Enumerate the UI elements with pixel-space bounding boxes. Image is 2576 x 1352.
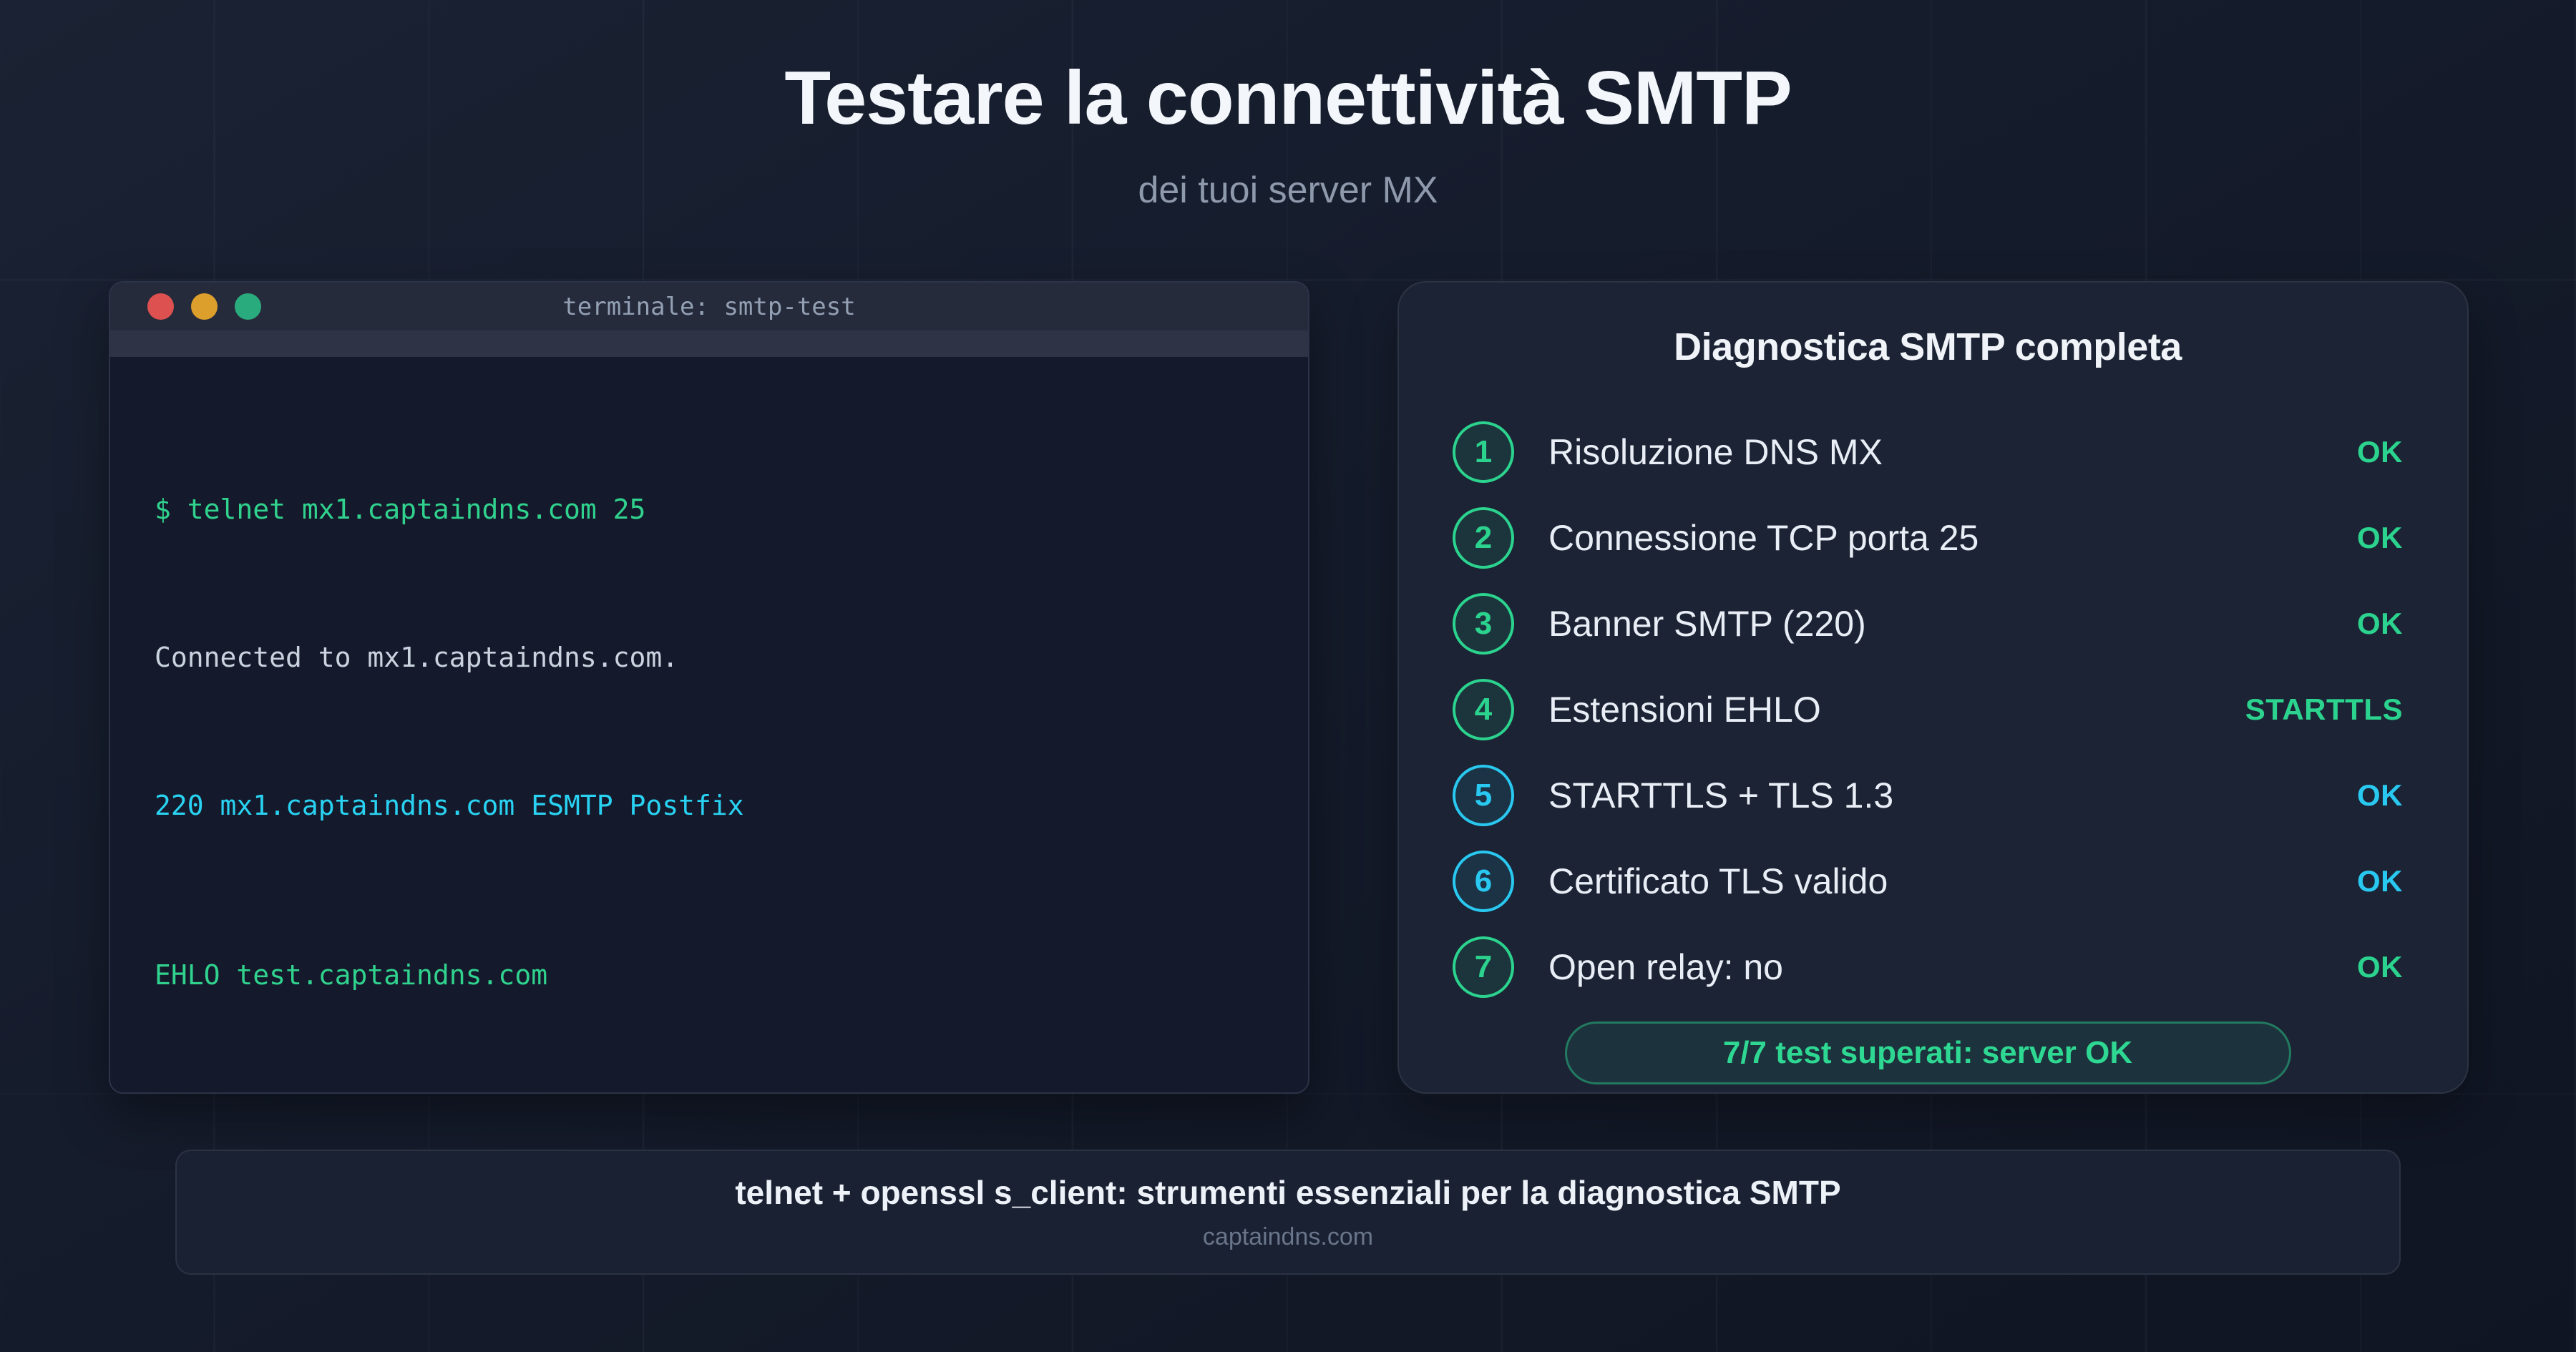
status-badge: OK — [2357, 950, 2403, 984]
window-controls — [147, 293, 261, 320]
maximize-button[interactable] — [235, 293, 261, 320]
diagnostic-row: 4 Estensioni EHLO STARTTLS — [1453, 667, 2403, 753]
diagnostic-row: 1 Risoluzione DNS MX OK — [1453, 409, 2403, 495]
diagnostic-row: 7 Open relay: no OK — [1453, 924, 2403, 1010]
step-number-badge: 2 — [1453, 507, 1514, 569]
diagnostic-label: Connessione TCP porta 25 — [1548, 518, 1979, 558]
diagnostic-row: 2 Connessione TCP porta 25 OK — [1453, 495, 2403, 581]
status-badge: STARTTLS — [2245, 692, 2403, 726]
diagnostics-card: Diagnostica SMTP completa 1 Risoluzione … — [1397, 281, 2469, 1094]
page-title: Testare la connettività SMTP — [784, 56, 1792, 140]
step-number-badge: 5 — [1453, 765, 1514, 826]
terminal-line: EHLO test.captaindns.com — [155, 959, 548, 991]
page-subtitle: dei tuoi server MX — [1138, 170, 1438, 211]
terminal-window: terminale: smtp-test $ telnet mx1.captai… — [109, 281, 1309, 1094]
minimize-button[interactable] — [191, 293, 218, 320]
diagnostic-label: Risoluzione DNS MX — [1548, 432, 1883, 472]
close-button[interactable] — [147, 293, 174, 320]
status-badge: OK — [2357, 607, 2403, 640]
footer-card: telnet + openssl s_client: strumenti ess… — [175, 1150, 2401, 1275]
status-badge: OK — [2357, 435, 2403, 469]
footer-source: captaindns.com — [1202, 1223, 1374, 1250]
terminal-titlebar: terminale: smtp-test — [110, 283, 1308, 330]
status-badge: OK — [2357, 864, 2403, 898]
terminal-line: Connected to mx1.captaindns.com. — [155, 642, 679, 673]
step-number-badge: 4 — [1453, 679, 1514, 740]
diagnostics-title: Diagnostica SMTP completa — [1674, 325, 2182, 368]
diagnostic-row: 5 STARTTLS + TLS 1.3 OK — [1453, 753, 2403, 838]
terminal-tabstrip — [110, 330, 1308, 357]
diagnostic-label: Banner SMTP (220) — [1548, 604, 1866, 644]
diagnostics-list: 1 Risoluzione DNS MX OK 2 Connessione TC… — [1453, 409, 2403, 1010]
diagnostic-label: Open relay: no — [1548, 947, 1783, 987]
terminal-line: 220 mx1.captaindns.com ESMTP Postfix — [155, 790, 744, 821]
step-number-badge: 7 — [1453, 936, 1514, 998]
step-number-badge: 6 — [1453, 851, 1514, 912]
terminal-title: terminale: smtp-test — [562, 292, 856, 321]
terminal-line: $ telnet mx1.captaindns.com 25 — [155, 494, 646, 525]
diagnostic-label: Certificato TLS valido — [1548, 861, 1888, 901]
status-badge: OK — [2357, 521, 2403, 554]
diagnostic-label: Estensioni EHLO — [1548, 690, 1821, 730]
diagnostic-label: STARTTLS + TLS 1.3 — [1548, 775, 1894, 815]
footer-headline: telnet + openssl s_client: strumenti ess… — [735, 1174, 1841, 1211]
diagnostic-row: 3 Banner SMTP (220) OK — [1453, 581, 2403, 667]
step-number-badge: 3 — [1453, 593, 1514, 655]
terminal-output: $ telnet mx1.captaindns.com 25 Connected… — [110, 357, 1308, 1092]
status-badge: OK — [2357, 778, 2403, 812]
diagnostic-row: 6 Certificato TLS valido OK — [1453, 838, 2403, 924]
step-number-badge: 1 — [1453, 421, 1514, 483]
summary-badge: 7/7 test superati: server OK — [1564, 1022, 2291, 1084]
